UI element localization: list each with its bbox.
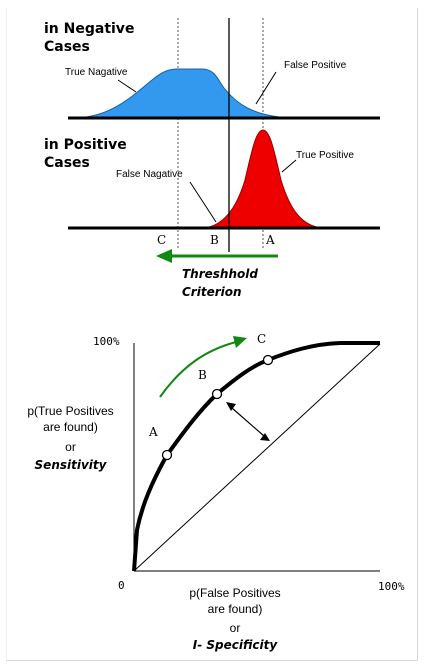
roc-point-a-label: A	[149, 425, 158, 439]
roc-y-axis-title-line4: Sensitivity	[34, 458, 107, 472]
roc-x-max-label: 100%	[378, 580, 405, 593]
criterion-a-label: A	[266, 233, 275, 247]
roc-point-b-label: B	[198, 368, 207, 382]
roc-y-max-label: 100%	[93, 335, 120, 348]
negative-cases-heading-line2: Cases	[44, 39, 90, 55]
roc-x-axis-title-line4: I- Specificity	[192, 638, 278, 652]
threshold-arrow-head	[156, 249, 172, 263]
negative-cases-heading-line1: in Negative	[44, 21, 135, 37]
distance-arrow-shaft	[231, 407, 265, 437]
criterion-c-label: C	[157, 233, 167, 247]
roc-point-a	[161, 449, 173, 461]
distance-arrow-head-bottom	[260, 433, 270, 441]
roc-y-axis-title-line3: or	[65, 440, 76, 454]
criterion-b-label: B	[210, 233, 219, 247]
threshold-criterion-line2: Criterion	[182, 285, 242, 299]
true-positive-leader	[281, 159, 297, 173]
false-negative-label: False Nagative	[116, 169, 183, 180]
roc-x-axis-title-line2: are found)	[207, 602, 263, 616]
negative-distribution-curve	[74, 68, 291, 119]
roc-chance-diagonal	[133, 343, 381, 572]
roc-point-c	[262, 354, 274, 366]
roc-origin-label: 0	[118, 579, 125, 592]
positive-cases-heading-line2: Cases	[44, 155, 90, 171]
false-positive-label: False Positive	[284, 60, 347, 71]
false-negative-leader	[189, 181, 217, 223]
roc-x-axis-title-line3: or	[229, 621, 241, 635]
roc-point-c-label: C	[257, 332, 267, 346]
roc-y-axis-title-line1: p(True Positives	[27, 404, 114, 418]
figure-frame	[6, 8, 418, 661]
roc-direction-arrow	[159, 341, 237, 398]
threshold-criterion-line1: Threshhold	[182, 267, 258, 281]
false-positive-leader	[255, 71, 277, 105]
roc-point-b	[211, 388, 223, 400]
true-positive-label: True Positive	[296, 150, 354, 161]
positive-distribution-curve	[203, 129, 323, 229]
roc-direction-arrow-head	[233, 336, 247, 348]
distance-arrow-head-top	[226, 402, 236, 411]
roc-y-axis-title-line2: are found)	[43, 420, 98, 434]
true-negative-leader	[117, 79, 137, 93]
roc-x-axis-title-line1: p(False Positives	[189, 586, 281, 600]
positive-cases-heading-line1: in Positive	[44, 137, 127, 153]
true-negative-label: True Nagative	[65, 67, 128, 78]
